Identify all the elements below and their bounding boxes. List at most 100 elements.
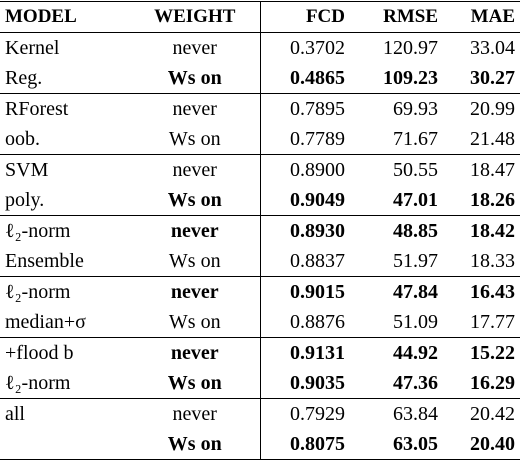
table-row: ℓ₂-norm never 0.8930 48.85 18.42	[0, 215, 520, 246]
table-cell: Ws on	[130, 63, 261, 94]
table-cell: 50.55	[393, 158, 438, 181]
table-cell: Ws on	[130, 307, 261, 338]
table-cell: never	[130, 215, 261, 246]
table-row: poly. Ws on 0.9049 47.01 18.26	[0, 185, 520, 216]
table-cell: SVM	[5, 158, 49, 181]
header-cell: MODEL	[5, 6, 77, 27]
table-cell: 16.43	[470, 280, 515, 303]
table-cell: 44.92	[393, 341, 438, 364]
table-header: MODEL WEIGHT FCD RMSE MAE	[0, 1, 520, 33]
table-row: Kernel never 0.3702 120.97 33.04	[0, 32, 520, 63]
header-cell: FCD	[305, 6, 345, 27]
table-cell: 47.01	[393, 188, 438, 211]
table-cell: 16.29	[470, 371, 515, 394]
row-group: SVM never 0.8900 50.55 18.47 poly. Ws on 0.9049…	[0, 154, 520, 216]
table-cell: 21.48	[470, 127, 515, 150]
table-cell: 109.23	[383, 66, 438, 89]
table-row: all never 0.7929 63.84 20.42	[0, 398, 520, 429]
table-cell: 15.22	[470, 341, 515, 364]
table-cell: 0.9035	[290, 371, 345, 394]
table-cell: oob.	[5, 127, 40, 150]
table-cell	[0, 429, 130, 460]
table-cell: Ws on	[130, 368, 261, 399]
table-cell: median+σ	[5, 310, 86, 333]
table-row: Ws on 0.8075 63.05 20.40	[0, 429, 520, 460]
table-row: oob. Ws on 0.7789 71.67 21.48	[0, 124, 520, 155]
table-cell: ℓ₂-norm	[5, 219, 71, 242]
table-cell: 0.8075	[290, 432, 345, 455]
table-cell: 51.09	[393, 310, 438, 333]
table-cell: 48.85	[393, 219, 438, 242]
table-cell: 51.97	[393, 249, 438, 272]
row-group: all never 0.7929 63.84 20.42 Ws on 0.8075 63.05…	[0, 398, 520, 460]
table-row: RForest never 0.7895 69.93 20.99	[0, 93, 520, 124]
results-table: MODEL WEIGHT FCD RMSE MAE Kernel never 0.3702 1…	[0, 1, 520, 460]
table-cell: never	[130, 276, 261, 307]
table-cell: 20.42	[470, 402, 515, 425]
table-cell: never	[130, 398, 261, 429]
table-row: Reg. Ws on 0.4865 109.23 30.27	[0, 63, 520, 94]
table-row: +flood b never 0.9131 44.92 15.22	[0, 337, 520, 368]
table-cell: 0.9131	[290, 341, 345, 364]
table-cell: never	[130, 32, 261, 63]
table-cell: 0.7895	[290, 97, 345, 120]
table-cell: poly.	[5, 188, 45, 211]
row-group: ℓ₂-norm never 0.9015 47.84 16.43 median+σ Ws o…	[0, 276, 520, 338]
table-cell: Ws on	[130, 246, 261, 277]
table-cell: 0.8930	[290, 219, 345, 242]
table-cell: 120.97	[383, 36, 438, 59]
table-cell: 0.9015	[290, 280, 345, 303]
table-cell: 47.36	[393, 371, 438, 394]
table-cell: 0.7929	[290, 402, 345, 425]
table-cell: RForest	[5, 97, 69, 120]
table-cell: Ensemble	[5, 249, 84, 272]
header-row: MODEL WEIGHT FCD RMSE MAE	[0, 1, 520, 33]
table-cell: 0.4865	[290, 66, 345, 89]
table-cell: Ws on	[130, 124, 261, 155]
table-cell: Ws on	[130, 429, 261, 460]
table-cell: ℓ₂-norm	[5, 280, 71, 303]
header-cell: MAE	[470, 6, 515, 27]
table-cell: 30.27	[470, 66, 515, 89]
row-group: ℓ₂-norm never 0.8930 48.85 18.42 Ensemble Ws o…	[0, 215, 520, 277]
table-cell: 18.42	[470, 219, 515, 242]
table-cell: 47.84	[393, 280, 438, 303]
table-cell: 0.8876	[290, 310, 345, 333]
table-cell: 0.8837	[290, 249, 345, 272]
table-cell: 71.67	[393, 127, 438, 150]
row-group: +flood b never 0.9131 44.92 15.22 ℓ₂-norm Ws o…	[0, 337, 520, 399]
table-cell: 69.93	[393, 97, 438, 120]
table-cell: all	[5, 402, 25, 425]
table-cell: 0.9049	[290, 188, 345, 211]
table-cell: never	[130, 337, 261, 368]
table-cell: 18.47	[470, 158, 515, 181]
table-cell: 0.7789	[290, 127, 345, 150]
table-cell: ℓ₂-norm	[5, 371, 71, 394]
table-cell: 20.40	[470, 432, 515, 455]
table-row: Ensemble Ws on 0.8837 51.97 18.33	[0, 246, 520, 277]
row-group: RForest never 0.7895 69.93 20.99 oob. Ws on 0.7…	[0, 93, 520, 155]
table-row: ℓ₂-norm Ws on 0.9035 47.36 16.29	[0, 368, 520, 399]
table-cell: never	[130, 154, 261, 185]
table-cell: 18.33	[470, 249, 515, 272]
table-cell: 20.99	[470, 97, 515, 120]
row-group: Kernel never 0.3702 120.97 33.04 Reg. Ws on 0.4…	[0, 32, 520, 94]
table-cell: 63.84	[393, 402, 438, 425]
table-cell: 63.05	[393, 432, 438, 455]
table-cell: 18.26	[470, 188, 515, 211]
table-cell: Kernel	[5, 36, 60, 59]
table-cell: Ws on	[130, 185, 261, 216]
table-row: ℓ₂-norm never 0.9015 47.84 16.43	[0, 276, 520, 307]
table-cell: 0.8900	[290, 158, 345, 181]
table-cell: 0.3702	[290, 36, 345, 59]
table-cell: never	[130, 93, 261, 124]
header-cell: RMSE	[383, 6, 438, 27]
table-row: median+σ Ws on 0.8876 51.09 17.77	[0, 307, 520, 338]
table-cell: 33.04	[470, 36, 515, 59]
table-cell: Reg.	[5, 66, 43, 89]
header-cell: WEIGHT	[130, 1, 261, 33]
table-row: SVM never 0.8900 50.55 18.47	[0, 154, 520, 185]
table-cell: +flood b	[5, 341, 74, 364]
table-cell: 17.77	[470, 310, 515, 333]
